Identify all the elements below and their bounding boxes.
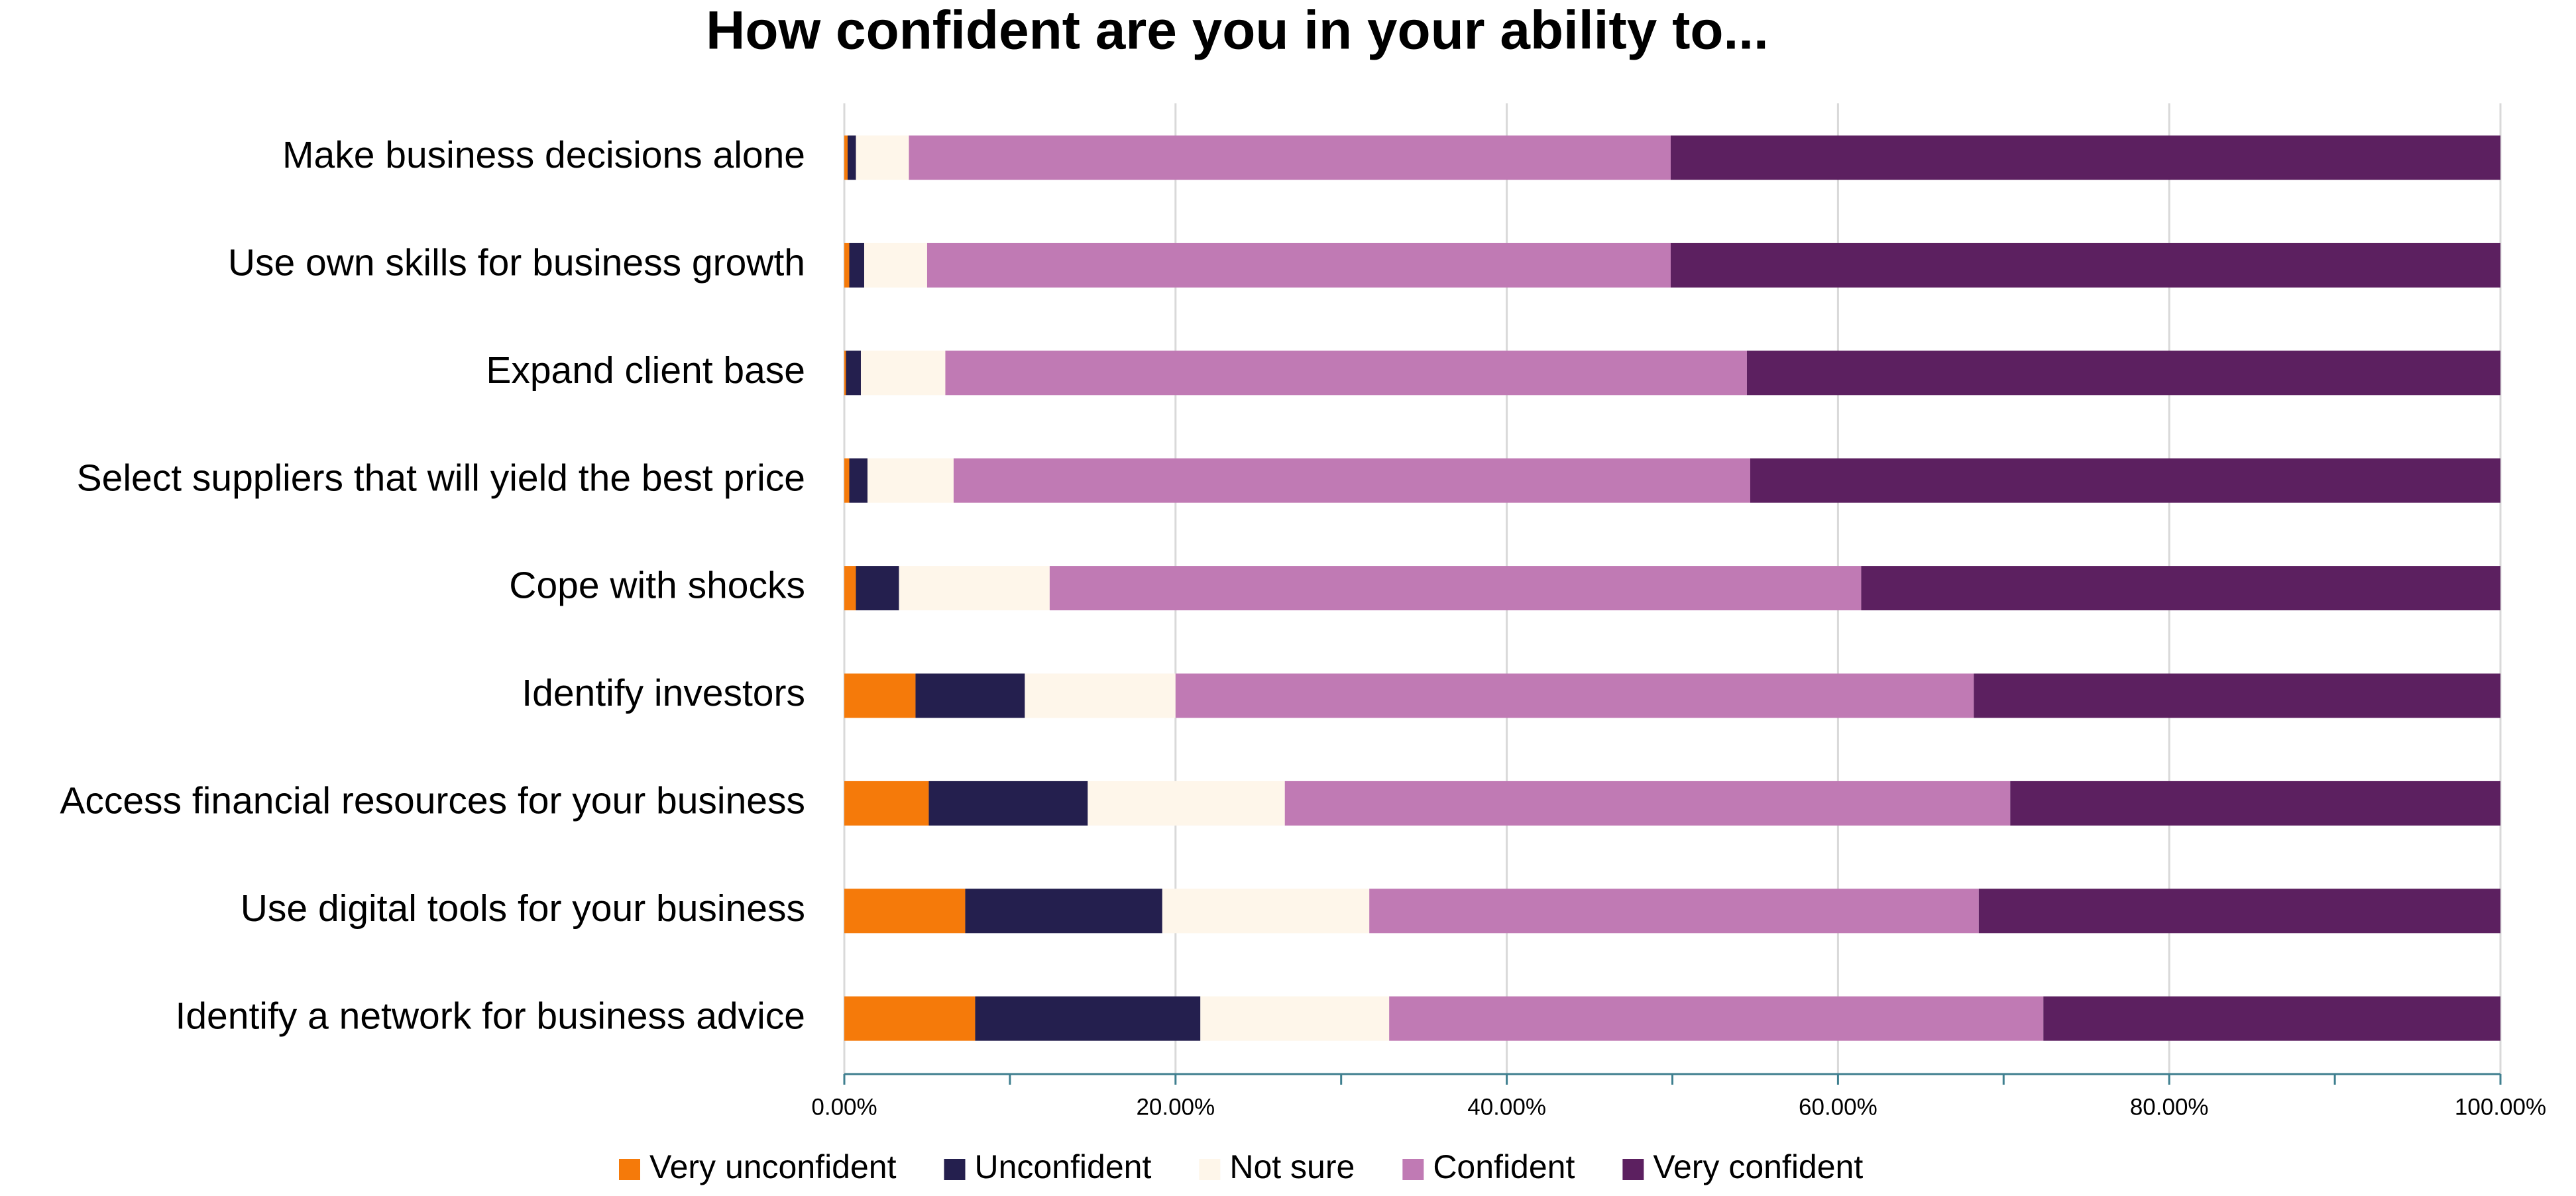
- bar-segment: [844, 781, 929, 826]
- bar-segment: [844, 243, 850, 288]
- bar-segment: [849, 243, 864, 288]
- y-tick-label: Access financial resources for your busi…: [60, 779, 805, 822]
- bar-segment: [899, 566, 1050, 611]
- x-tick-label: 40.00%: [1467, 1094, 1546, 1120]
- bar-segment: [844, 996, 976, 1041]
- bar-segment: [1025, 673, 1176, 718]
- y-tick-label: Use digital tools for your business: [241, 887, 805, 930]
- x-tick-label: 60.00%: [1799, 1094, 1877, 1120]
- bar-segment: [847, 135, 856, 180]
- bar-segment: [846, 351, 861, 396]
- x-tick-label: 80.00%: [2130, 1094, 2209, 1120]
- bar-segment: [844, 458, 850, 503]
- bar-segment: [945, 351, 1747, 396]
- legend-swatch: [944, 1159, 966, 1180]
- x-tick-label: 20.00%: [1136, 1094, 1215, 1120]
- bar-segment: [915, 673, 1025, 718]
- bar-segment: [1162, 889, 1370, 934]
- bar-segment: [2043, 996, 2500, 1041]
- chart-title: How confident are you in your ability to…: [706, 1, 1769, 61]
- bar-segment: [1200, 996, 1390, 1041]
- bar-segment: [844, 889, 966, 934]
- legend-label: Confident: [1433, 1148, 1575, 1185]
- bar-segment: [1284, 781, 2011, 826]
- bar-segment: [1175, 673, 1974, 718]
- legend-swatch: [1402, 1159, 1424, 1180]
- bar-segment: [844, 135, 848, 180]
- y-tick-label: Expand client base: [486, 349, 805, 392]
- y-tick-label: Cope with shocks: [509, 565, 805, 607]
- y-tick-label: Make business decisions alone: [282, 134, 805, 176]
- bar-segment: [1974, 673, 2500, 718]
- legend-label: Very confident: [1653, 1148, 1863, 1185]
- legend-label: Very unconfident: [649, 1148, 897, 1185]
- legend-label: Not sure: [1229, 1148, 1355, 1185]
- bar-segment: [1389, 996, 2044, 1041]
- bar-segment: [856, 566, 899, 611]
- y-tick-label: Identify a network for business advice: [176, 995, 806, 1037]
- legend-label: Unconfident: [975, 1148, 1152, 1185]
- bar-segment: [928, 781, 1088, 826]
- y-tick-label: Select suppliers that will yield the bes…: [77, 457, 805, 499]
- bar-segment: [1369, 889, 1979, 934]
- bar-segment: [1750, 458, 2500, 503]
- y-tick-label: Identify investors: [522, 672, 805, 714]
- bar-segment: [1088, 781, 1285, 826]
- bar-segment: [867, 458, 954, 503]
- bar-segment: [1049, 566, 1862, 611]
- y-tick-label: Use own skills for business growth: [228, 241, 805, 284]
- legend-swatch: [619, 1159, 640, 1180]
- bar-segment: [849, 458, 868, 503]
- bar-segment: [844, 673, 916, 718]
- bar-segment: [860, 351, 946, 396]
- bar-segment: [953, 458, 1750, 503]
- bar-segment: [1671, 243, 2500, 288]
- legend-swatch: [1199, 1159, 1221, 1180]
- bar-segment: [2010, 781, 2500, 826]
- bar-segment: [975, 996, 1201, 1041]
- bar-segment: [1671, 135, 2500, 180]
- bar-segment: [1978, 889, 2500, 934]
- bar-segment: [909, 135, 1671, 180]
- bar-segment: [1861, 566, 2500, 611]
- bar-segment: [864, 243, 927, 288]
- legend-swatch: [1622, 1159, 1644, 1180]
- bar-segment: [965, 889, 1162, 934]
- bar-segment: [1746, 351, 2500, 396]
- x-tick-label: 100.00%: [2455, 1094, 2546, 1120]
- bar-segment: [844, 351, 846, 396]
- bar-segment: [926, 243, 1671, 288]
- bar-segment: [844, 566, 856, 611]
- bar-segment: [856, 135, 909, 180]
- x-tick-label: 0.00%: [811, 1094, 877, 1120]
